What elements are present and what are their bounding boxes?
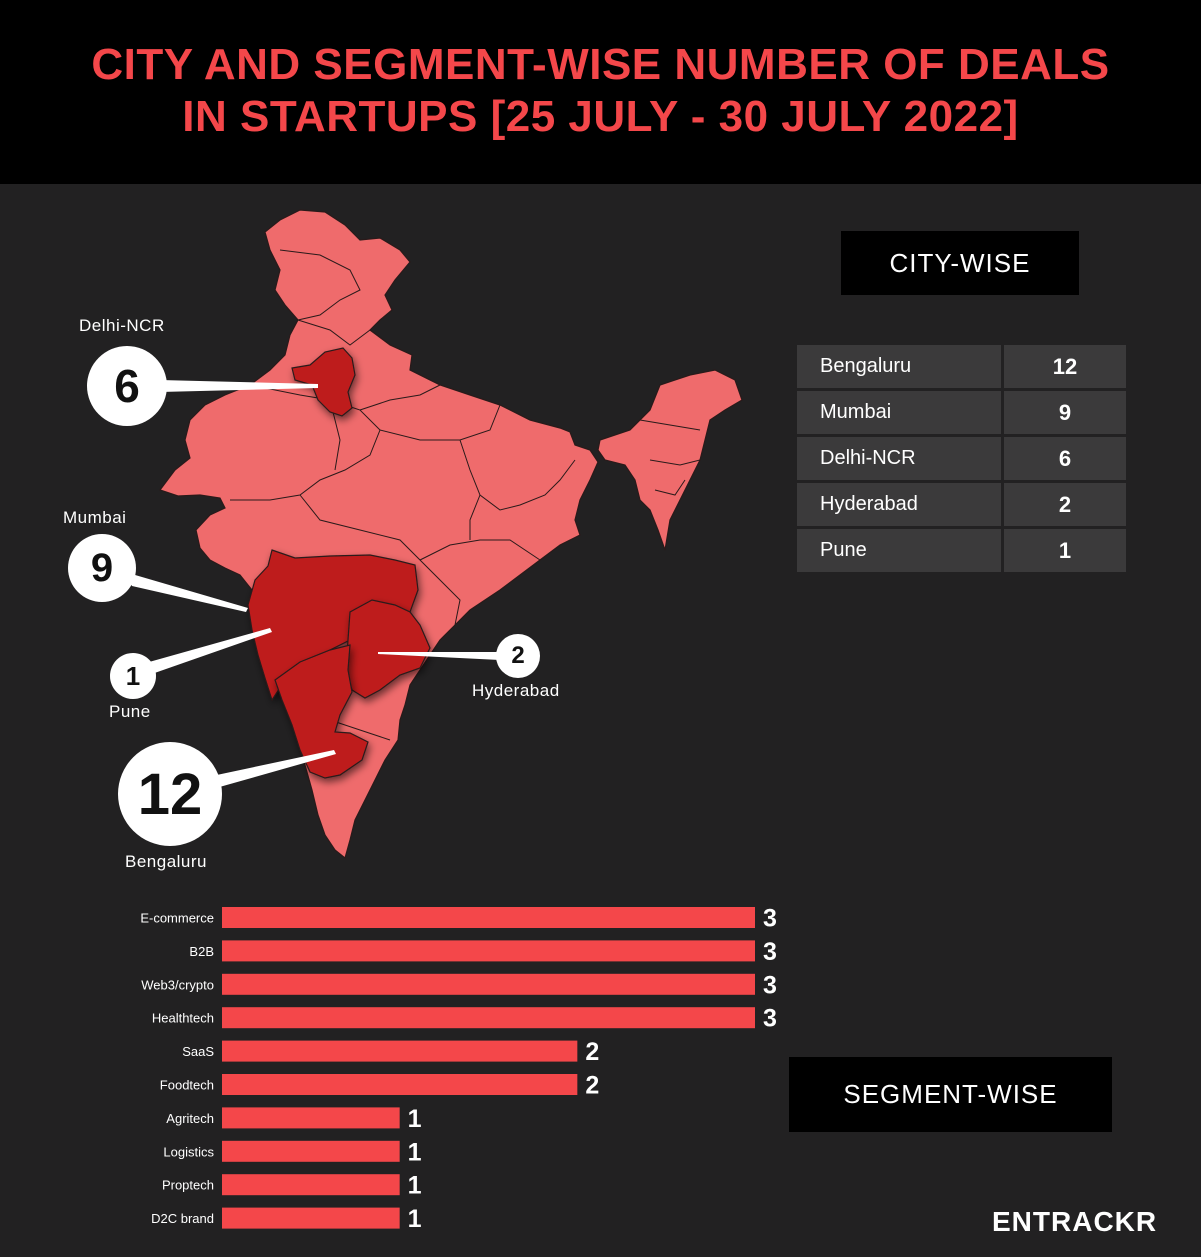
segment-value-label: 1 [408, 1172, 422, 1200]
segment-value-label: 2 [585, 1038, 599, 1066]
segment-value-label: 3 [763, 971, 777, 999]
segment-bar [222, 1140, 400, 1162]
segment-bar-chart: E-commerce 3 B2B 3 Web3/crypto 3 Healthtech 3 Sa… [140, 905, 777, 1234]
city-count-cell: 9 [1004, 391, 1126, 434]
city-count-cell: 12 [1004, 345, 1126, 388]
segment-bar [222, 940, 755, 962]
pin-label-mumbai: Mumbai [63, 508, 127, 527]
city-name-cell: Hyderabad [797, 483, 1001, 526]
india-map [159, 209, 743, 860]
segment-bar [222, 1174, 400, 1196]
table-row: Pune 1 [797, 529, 1126, 572]
segment-value-label: 3 [763, 905, 777, 933]
segment-wise-badge: SEGMENT-WISE [789, 1057, 1112, 1132]
pin-count-delhi-ncr: 6 [87, 346, 167, 426]
segment-bar [222, 1207, 400, 1229]
pin-leader-lines [125, 380, 500, 788]
table-row: Hyderabad 2 [797, 483, 1126, 526]
segment-bar [222, 1007, 755, 1029]
header-banner: CITY AND SEGMENT-WISE NUMBER OF DEALS IN… [0, 0, 1201, 184]
table-row: Delhi-NCR 6 [797, 437, 1126, 480]
segment-category-label: Logistics [163, 1144, 214, 1159]
segment-bar [222, 907, 755, 928]
pin-count-bengaluru: 12 [118, 742, 222, 846]
segment-category-label: Web3/crypto [141, 977, 214, 992]
chart-title-line2: IN STARTUPS [25 JULY - 30 JULY 2022] [182, 92, 1019, 141]
city-name-cell: Pune [797, 529, 1001, 572]
pin-label-hyderabad: Hyderabad [472, 681, 560, 700]
table-row: Mumbai 9 [797, 391, 1126, 434]
pin-count-mumbai: 9 [68, 534, 136, 602]
segment-category-label: D2C brand [151, 1211, 214, 1226]
city-count-cell: 1 [1004, 529, 1126, 572]
pune-leader [142, 628, 272, 676]
segment-value-label: 3 [763, 938, 777, 966]
segment-bar [222, 973, 755, 995]
delhi-leader [160, 380, 318, 392]
segment-value-label: 1 [408, 1105, 422, 1133]
north-east-shape [597, 369, 743, 551]
india-mainland-shape [159, 209, 599, 860]
city-count-cell: 2 [1004, 483, 1126, 526]
entrackr-logo: ENTRACKR [992, 1206, 1158, 1237]
segment-category-label: Proptech [162, 1178, 214, 1193]
city-wise-badge: CITY-WISE [841, 231, 1079, 295]
chart-title-line1: CITY AND SEGMENT-WISE NUMBER OF DEALS [91, 40, 1110, 89]
segment-value-label: 3 [763, 1005, 777, 1033]
state-borders [230, 249, 701, 741]
city-name-cell: Delhi-NCR [797, 437, 1001, 480]
segment-bar [222, 1107, 400, 1129]
karnataka-region [274, 644, 369, 779]
hyderabad-leader [378, 652, 500, 660]
segment-bar [222, 1040, 578, 1062]
mumbai-leader [125, 572, 248, 612]
segment-category-label: Healthtech [152, 1011, 214, 1026]
bengaluru-leader [212, 750, 336, 788]
pin-label-pune: Pune [109, 702, 151, 721]
city-name-cell: Mumbai [797, 391, 1001, 434]
segment-category-label: B2B [189, 944, 214, 959]
city-name-cell: Bengaluru [797, 345, 1001, 388]
segment-value-label: 1 [408, 1205, 422, 1233]
pin-count-pune: 1 [110, 653, 156, 699]
pin-label-delhi-ncr: Delhi-NCR [79, 316, 165, 335]
city-count-cell: 6 [1004, 437, 1126, 480]
segment-category-label: E-commerce [140, 911, 214, 926]
pin-label-bengaluru: Bengaluru [125, 852, 208, 871]
pin-count-hyderabad: 2 [496, 634, 540, 678]
table-row: Bengaluru 12 [797, 345, 1126, 388]
segment-category-label: Agritech [166, 1111, 214, 1126]
segment-bar [222, 1074, 578, 1095]
segment-category-label: SaaS [182, 1044, 214, 1059]
segment-category-label: Foodtech [160, 1078, 214, 1093]
segment-value-label: 2 [585, 1072, 599, 1100]
segment-value-label: 1 [408, 1138, 422, 1166]
